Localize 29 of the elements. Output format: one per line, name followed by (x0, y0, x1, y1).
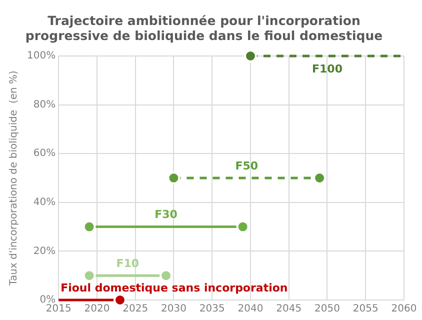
point (313, 172, 326, 184)
point (236, 220, 250, 234)
x-tick-label: 2020 (84, 304, 110, 315)
y-tick-label: 60% (33, 148, 56, 160)
x-tick-label: 2060 (391, 304, 417, 315)
x-tick-label: 2050 (314, 304, 340, 315)
point (82, 220, 96, 234)
x-tick-label: 2030 (161, 304, 186, 315)
y-tick-label: 40% (33, 196, 56, 208)
x-tick-label: 2025 (122, 304, 148, 315)
point (167, 172, 180, 184)
point (244, 50, 257, 62)
x-tick-label: 2035 (199, 304, 225, 315)
series-label: F100 (312, 62, 343, 76)
series-label: Fioul domestique sans incorporation (60, 281, 288, 294)
x-tick-label: 2055 (352, 304, 378, 315)
x-tick-label: 2040 (238, 304, 264, 315)
x-tick-label: 2045 (276, 304, 302, 315)
series-label: F30 (154, 208, 178, 222)
text: progressive de bioliquide dans le fioul domestique (25, 28, 383, 43)
y-tick-label: 20% (33, 246, 56, 257)
x-tick-label: 2015 (46, 304, 72, 315)
text: Trajectoire ambitionnée pour l'incorporation (48, 12, 360, 28)
point (82, 269, 96, 282)
y-axis-title: Taux d'incorporationo de bioliquide (en %) (8, 70, 20, 286)
series-label: F10 (116, 256, 140, 270)
y-tick-label: 100% (26, 50, 56, 62)
series-label: F50 (235, 159, 258, 172)
y-tick-label: 80% (33, 99, 56, 110)
